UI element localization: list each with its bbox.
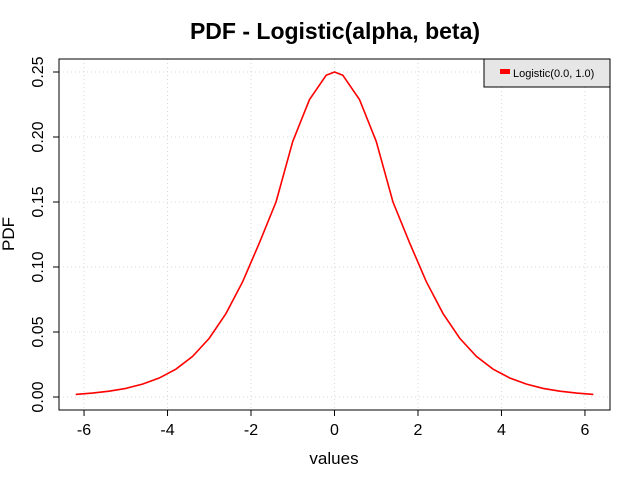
y-tick-label: 0.25 <box>30 56 47 87</box>
x-tick-label: -4 <box>160 422 174 439</box>
legend-box <box>483 58 611 88</box>
x-axis: -6 -4 -2 0 2 4 6 <box>77 410 590 439</box>
y-tick-label: 0.15 <box>30 186 47 217</box>
y-tick-label: 0.10 <box>30 251 47 282</box>
x-tick-label: 6 <box>581 422 590 439</box>
y-axis-label: PDF <box>0 217 18 251</box>
x-tick-label: -6 <box>77 422 91 439</box>
series-line-logistic <box>75 71 594 396</box>
y-tick-label: 0.20 <box>30 121 47 152</box>
x-tick-label: 4 <box>497 422 506 439</box>
x-tick-label: 0 <box>330 422 339 439</box>
y-tick-label: 0.00 <box>30 381 47 412</box>
legend-swatch <box>500 69 510 74</box>
y-axis: 0.00 0.05 0.10 0.15 0.20 0.25 <box>30 56 59 413</box>
x-axis-label: values <box>309 449 358 468</box>
grid <box>59 59 610 410</box>
chart-title: PDF - Logistic(alpha, beta) <box>190 18 480 44</box>
x-tick-label: 2 <box>414 422 423 439</box>
y-tick-label: 0.05 <box>30 316 47 347</box>
x-tick-label: -2 <box>244 422 258 439</box>
legend: Logistic(0.0, 1.0) <box>483 58 611 88</box>
legend-entry: Logistic(0.0, 1.0) <box>513 68 594 80</box>
